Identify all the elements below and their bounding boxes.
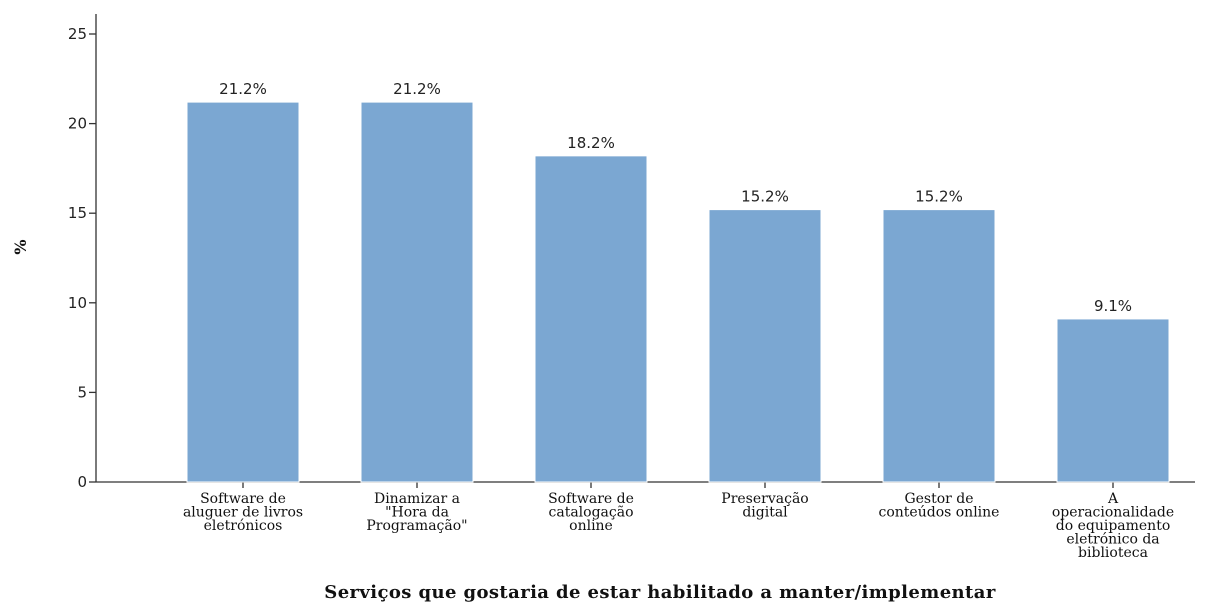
y-tick-label: 10 [68, 294, 87, 312]
x-tick-label: Gestor de conteúdos online [879, 491, 1000, 521]
x-tick-label-line: catalogação [549, 505, 634, 521]
bar [708, 209, 822, 483]
x-tick-label-line: eletrónicos [204, 518, 283, 534]
x-axis [96, 481, 1195, 488]
x-tick-label-line: Programação" [366, 518, 467, 534]
x-tick-label: Preservação digital [721, 491, 808, 521]
y-tick-label: 20 [68, 115, 87, 133]
x-tick-label-line: A [1107, 491, 1119, 507]
x-tick-label: Dinamizar a "Hora da Programação" [366, 491, 467, 534]
data-label: 21.2% [393, 80, 441, 98]
bar [1056, 318, 1170, 483]
x-tick-label-line: digital [742, 505, 788, 521]
x-tick-label-line: Software de [200, 491, 286, 507]
y-tick-label: 0 [77, 473, 87, 491]
y-tick-label: 15 [68, 204, 87, 222]
bar [186, 101, 300, 483]
x-tick-label-line: operacionalidade [1052, 505, 1174, 521]
x-axis-title: Serviços que gostaria de estar habilitad… [324, 582, 996, 602]
data-label: 21.2% [219, 80, 267, 98]
bars [186, 101, 1170, 483]
x-tick-label-line: Gestor de [904, 491, 973, 507]
x-tick-label-line: online [569, 518, 613, 534]
data-label: 15.2% [915, 188, 963, 206]
bar [360, 101, 474, 483]
bar [882, 209, 996, 483]
x-tick-label: Software de aluguer de livros eletrónicos [183, 491, 303, 534]
category-labels: Software de aluguer de livros eletrónicosD… [183, 491, 1174, 561]
data-label: 18.2% [567, 134, 615, 152]
y-tick-label: 25 [68, 25, 87, 43]
x-tick-label-line: "Hora da [385, 505, 449, 521]
x-tick-label-line: eletrónico da [1066, 532, 1159, 548]
x-tick-label-line: aluguer de livros [183, 505, 303, 521]
x-tick-label-line: Dinamizar a [374, 491, 460, 507]
data-label: 15.2% [741, 188, 789, 206]
data-label: 9.1% [1094, 297, 1132, 315]
x-tick-label-line: do equipamento [1056, 518, 1171, 534]
x-tick-label-line: conteúdos online [879, 505, 1000, 521]
y-axis: 0 5 10 15 20 25 [68, 14, 97, 491]
y-tick-label: 5 [77, 383, 87, 401]
y-axis-title: % [11, 239, 30, 254]
x-tick-label-line: Software de [548, 491, 634, 507]
bar [534, 155, 648, 483]
data-labels: 21.2% 21.2% 18.2% 15.2% 15.2% 9.1% [219, 80, 1132, 315]
x-tick-label-line: biblioteca [1078, 545, 1148, 561]
x-tick-label-line: Preservação [721, 491, 808, 507]
x-tick-label: Software de catalogação online [548, 491, 634, 534]
